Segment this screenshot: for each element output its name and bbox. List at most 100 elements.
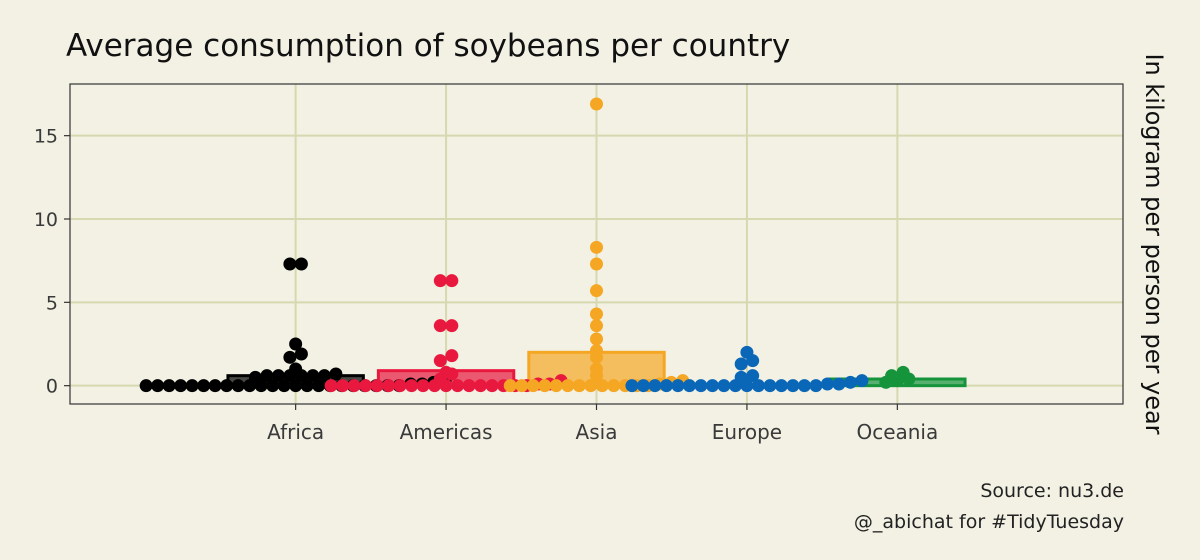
- data-point: [648, 379, 662, 393]
- chart-title: Average consumption of soybeans per coun…: [66, 28, 790, 64]
- data-point: [324, 379, 338, 393]
- data-point: [208, 379, 222, 393]
- data-point: [393, 379, 407, 393]
- data-point: [561, 379, 575, 393]
- data-point: [774, 379, 788, 393]
- y-axis-ticks: 0 5 10 15: [34, 126, 70, 398]
- caption-source: Source: nu3.de: [980, 480, 1124, 502]
- data-point: [832, 377, 846, 391]
- data-point: [433, 319, 447, 333]
- data-point: [734, 357, 748, 371]
- data-point: [659, 379, 673, 393]
- data-point: [607, 379, 621, 393]
- data-point: [485, 379, 499, 393]
- data-point: [277, 379, 291, 393]
- data-point: [283, 350, 297, 364]
- data-point: [809, 379, 823, 393]
- data-point: [220, 379, 234, 393]
- data-point: [433, 274, 447, 288]
- data-point: [820, 377, 834, 391]
- data-point: [717, 379, 731, 393]
- data-point: [625, 379, 639, 393]
- data-point: [705, 379, 719, 393]
- data-point: [590, 307, 603, 321]
- data-point: [763, 379, 777, 393]
- x-tick-label: Americas: [400, 420, 493, 444]
- data-point: [294, 347, 308, 361]
- data-point: [843, 375, 857, 389]
- data-point: [462, 379, 476, 393]
- x-axis-labels: Africa Americas Asia Europe Oceania: [267, 404, 938, 444]
- data-point: [584, 379, 598, 393]
- data-point: [694, 379, 708, 393]
- data-point: [503, 379, 517, 393]
- data-point: [590, 362, 603, 376]
- data-point: [515, 379, 529, 393]
- data-point: [590, 332, 603, 346]
- x-tick-label: Africa: [267, 420, 324, 444]
- data-point: [896, 365, 910, 379]
- data-point: [370, 379, 384, 393]
- x-tick-label: Oceania: [856, 420, 938, 444]
- data-point: [590, 284, 603, 298]
- data-point: [294, 257, 308, 271]
- data-point: [231, 379, 245, 393]
- data-point: [289, 337, 303, 351]
- data-point: [855, 374, 869, 388]
- data-point: [734, 370, 748, 384]
- data-point: [151, 379, 165, 393]
- data-point: [347, 379, 361, 393]
- data-point: [306, 369, 320, 383]
- x-tick-label: Asia: [576, 420, 618, 444]
- data-point: [590, 344, 603, 358]
- y-tick-label: 5: [46, 292, 58, 314]
- y-tick-label: 10: [34, 209, 58, 231]
- data-point: [289, 362, 303, 376]
- data-point: [590, 240, 603, 254]
- data-point: [445, 319, 459, 333]
- data-point: [433, 354, 447, 368]
- data-points: [139, 97, 916, 393]
- data-point: [445, 274, 459, 288]
- data-point: [751, 379, 765, 393]
- data-point: [786, 379, 800, 393]
- data-point: [671, 379, 685, 393]
- y-tick-label: 0: [46, 376, 58, 398]
- data-point: [312, 379, 326, 393]
- data-point: [271, 369, 285, 383]
- data-point: [636, 379, 650, 393]
- data-point: [329, 367, 343, 381]
- data-point: [266, 379, 280, 393]
- data-point: [682, 379, 696, 393]
- data-point: [416, 379, 430, 393]
- data-point: [300, 379, 314, 393]
- y-tick-label: 15: [34, 126, 58, 148]
- data-point: [139, 379, 153, 393]
- data-point: [445, 349, 459, 363]
- data-point: [474, 379, 488, 393]
- data-point: [740, 345, 754, 359]
- data-point: [590, 97, 603, 111]
- data-point: [405, 379, 419, 393]
- data-point: [289, 379, 303, 393]
- y-axis-label: In kilogram per person per year: [1140, 53, 1168, 434]
- data-point: [549, 379, 563, 393]
- data-point: [590, 257, 603, 271]
- data-point: [162, 379, 176, 393]
- data-point: [197, 379, 211, 393]
- data-point: [283, 257, 297, 271]
- data-point: [336, 379, 350, 393]
- data-point: [359, 379, 373, 393]
- data-point: [260, 369, 274, 383]
- data-point: [797, 379, 811, 393]
- data-point: [248, 370, 262, 384]
- caption-credit: @_abichat for #TidyTuesday: [854, 511, 1124, 533]
- data-point: [317, 369, 331, 383]
- data-point: [526, 379, 540, 393]
- data-point: [439, 365, 453, 379]
- data-point: [590, 319, 603, 333]
- data-point: [382, 379, 396, 393]
- x-tick-label: Europe: [712, 420, 782, 444]
